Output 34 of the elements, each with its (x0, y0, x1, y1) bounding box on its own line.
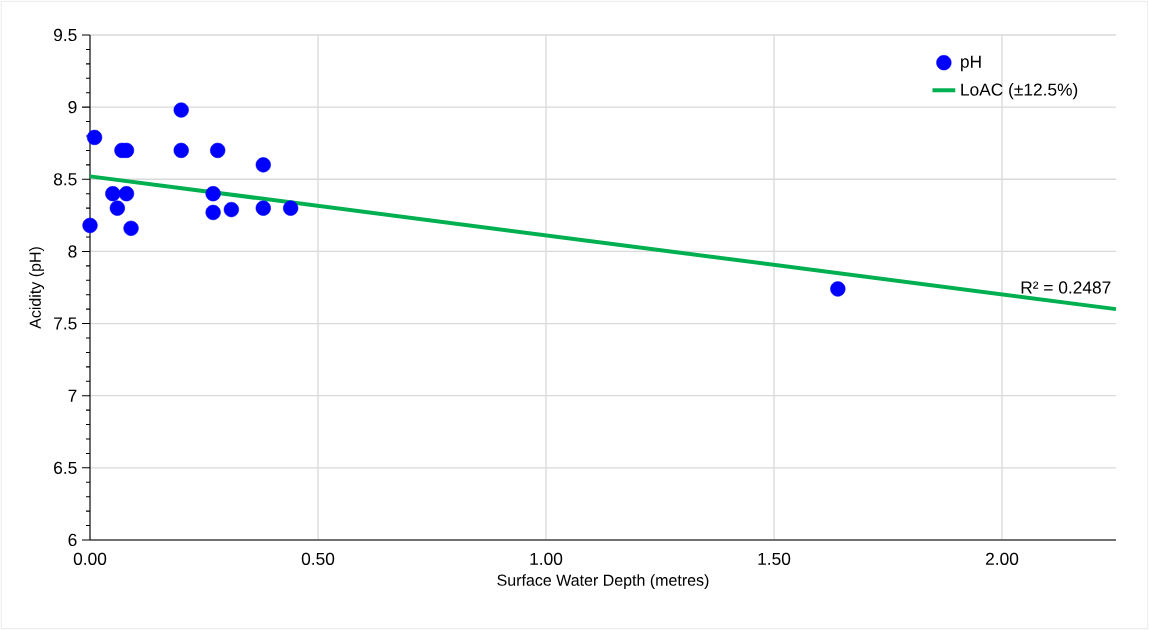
y-axis-title: Acidity (pH) (29, 247, 45, 329)
point (82, 217, 98, 234)
legend-label: pH (961, 55, 981, 72)
point (283, 200, 299, 216)
point (830, 281, 846, 297)
point (109, 200, 125, 216)
y-tick-label: 9.5 (54, 28, 77, 42)
x-tick-label: 0.00 (73, 552, 107, 565)
point (210, 142, 226, 159)
y-tick-label: 6.5 (54, 461, 77, 474)
point (255, 157, 271, 173)
point (123, 220, 139, 236)
y-tick-label: 7.5 (54, 317, 77, 330)
point (255, 200, 271, 216)
x-axis-title: Surface Water Depth (metres) (497, 574, 709, 590)
point (86, 129, 103, 146)
y-tick-label: 9 (68, 100, 77, 114)
y-tick-label: 7 (68, 389, 77, 402)
point (118, 186, 135, 202)
x-tick-label: 1.50 (758, 552, 791, 565)
point (173, 142, 189, 159)
legend-label: LoAC (±12.5%) (961, 82, 1078, 100)
point (205, 186, 221, 202)
point (205, 204, 221, 221)
y-tick-label: 6 (68, 533, 77, 547)
x-tick-label: 0.50 (301, 552, 335, 565)
x-tick-label: 2.00 (986, 552, 1019, 565)
point (223, 201, 239, 218)
y-tick-label: 8 (68, 245, 77, 258)
point (173, 102, 189, 118)
x-tick-label: 1.00 (530, 552, 563, 565)
point (105, 186, 121, 202)
annotation: R² = 0.2487 (1021, 281, 1111, 294)
y-tick-label: 8.5 (53, 173, 77, 186)
